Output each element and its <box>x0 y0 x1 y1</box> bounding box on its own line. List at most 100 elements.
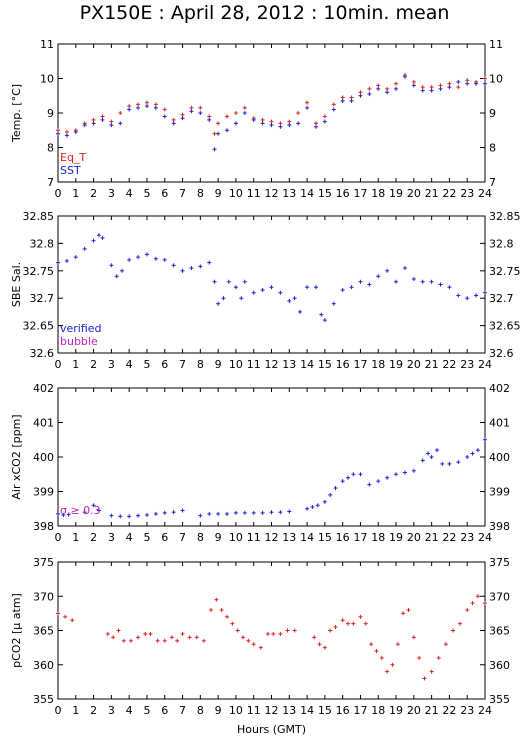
y-tick-label-left: 32.8 <box>30 237 55 250</box>
y-tick-label-right: 360 <box>489 659 510 672</box>
x-tick-label: 7 <box>179 358 186 371</box>
x-tick-label: 15 <box>318 358 332 371</box>
y-tick-label-right: 7 <box>489 176 496 189</box>
x-tick-label: 19 <box>389 531 403 544</box>
y-tick-label-right: 32.6 <box>489 347 514 360</box>
x-tick-label: 0 <box>55 187 62 200</box>
y-axis-label: SBE Sal. <box>10 262 23 307</box>
y-tick-label-right: 398 <box>489 520 510 533</box>
x-tick-label: 20 <box>407 187 421 200</box>
x-tick-label: 14 <box>300 531 314 544</box>
y-tick-label-right: 399 <box>489 486 510 499</box>
x-tick-label: 12 <box>265 187 279 200</box>
x-tick-label: 13 <box>282 358 296 371</box>
x-tick-label: 5 <box>143 358 150 371</box>
x-tick-label: 14 <box>300 187 314 200</box>
x-tick-label: 4 <box>126 531 133 544</box>
x-tick-label: 18 <box>371 187 385 200</box>
x-tick-label: 2 <box>90 358 97 371</box>
x-tick-label: 22 <box>442 187 456 200</box>
x-tick-label: 16 <box>336 531 350 544</box>
x-tick-label: 21 <box>425 704 439 717</box>
x-tick-label: 2 <box>90 704 97 717</box>
x-tick-label: 11 <box>247 704 261 717</box>
x-tick-label: 15 <box>318 187 332 200</box>
y-tick-label-left: 400 <box>33 451 54 464</box>
y-tick-label-left: 32.85 <box>23 210 55 223</box>
x-tick-label: 22 <box>442 531 456 544</box>
x-tick-label: 3 <box>108 704 115 717</box>
x-tick-label: 17 <box>353 358 367 371</box>
x-tick-label: 17 <box>353 531 367 544</box>
x-tick-label: 8 <box>197 531 204 544</box>
x-tick-label: 4 <box>126 187 133 200</box>
x-tick-label: 22 <box>442 704 456 717</box>
legend-entry: SST <box>60 164 81 177</box>
y-tick-label-left: 355 <box>33 693 54 706</box>
y-tick-label-left: 7 <box>47 176 54 189</box>
x-tick-label: 18 <box>371 358 385 371</box>
panel-frame <box>57 215 486 354</box>
x-tick-label: 3 <box>108 358 115 371</box>
y-axis-label: Air xCO2 [ppm] <box>10 414 23 499</box>
x-tick-label: 6 <box>161 704 168 717</box>
x-tick-label: 11 <box>247 187 261 200</box>
x-tick-label: 21 <box>425 531 439 544</box>
x-tick-label: 7 <box>179 187 186 200</box>
x-tick-label: 12 <box>265 358 279 371</box>
x-tick-label: 9 <box>215 187 222 200</box>
x-tick-label: 9 <box>215 531 222 544</box>
x-tick-label: 14 <box>300 358 314 371</box>
x-tick-label: 1 <box>72 187 79 200</box>
y-axis-label: pCO2 [μ atm] <box>10 593 23 668</box>
x-tick-label: 14 <box>300 704 314 717</box>
legend-entry: Eq_T <box>60 151 86 164</box>
x-tick-label: 20 <box>407 704 421 717</box>
y-tick-label-right: 32.75 <box>489 265 521 278</box>
y-tick-label-left: 370 <box>33 590 54 603</box>
x-tick-label: 10 <box>229 187 243 200</box>
x-tick-label: 7 <box>179 704 186 717</box>
x-tick-label: 19 <box>389 704 403 717</box>
x-tick-label: 11 <box>247 531 261 544</box>
x-tick-label: 16 <box>336 704 350 717</box>
x-tick-label: 24 <box>478 358 492 371</box>
y-tick-label-left: 399 <box>33 486 54 499</box>
x-tick-label: 13 <box>282 187 296 200</box>
x-axis-label: Hours (GMT) <box>236 723 307 736</box>
x-tick-label: 23 <box>460 187 474 200</box>
x-tick-label: 23 <box>460 704 474 717</box>
x-tick-label: 19 <box>389 187 403 200</box>
x-tick-label: 18 <box>371 704 385 717</box>
x-tick-label: 17 <box>353 704 367 717</box>
y-tick-label-left: 398 <box>33 520 54 533</box>
x-tick-label: 16 <box>336 358 350 371</box>
x-tick-label: 5 <box>143 187 150 200</box>
page-title: PX150E : April 28, 2012 : 10min. mean <box>79 2 450 24</box>
x-tick-label: 0 <box>55 704 62 717</box>
x-tick-label: 9 <box>215 704 222 717</box>
y-tick-label-right: 370 <box>489 590 510 603</box>
y-tick-label-right: 400 <box>489 451 510 464</box>
y-tick-label-right: 401 <box>489 417 510 430</box>
x-tick-label: 1 <box>72 704 79 717</box>
x-tick-label: 3 <box>108 187 115 200</box>
panel-frame <box>57 561 486 700</box>
x-tick-label: 5 <box>143 531 150 544</box>
y-tick-label-right: 11 <box>489 38 503 51</box>
x-tick-label: 6 <box>161 187 168 200</box>
x-tick-label: 10 <box>229 704 243 717</box>
x-tick-label: 23 <box>460 531 474 544</box>
y-tick-label-left: 9 <box>47 107 54 120</box>
x-tick-label: 3 <box>108 531 115 544</box>
y-tick-label-left: 32.6 <box>30 347 55 360</box>
x-tick-label: 22 <box>442 358 456 371</box>
y-tick-label-right: 375 <box>489 556 510 569</box>
x-tick-label: 10 <box>229 531 243 544</box>
y-tick-label-left: 32.75 <box>23 265 55 278</box>
y-tick-label-right: 32.8 <box>489 237 514 250</box>
x-tick-label: 1 <box>72 531 79 544</box>
y-axis-label: Temp. [°C] <box>10 84 23 143</box>
y-tick-label-right: 32.7 <box>489 292 514 305</box>
